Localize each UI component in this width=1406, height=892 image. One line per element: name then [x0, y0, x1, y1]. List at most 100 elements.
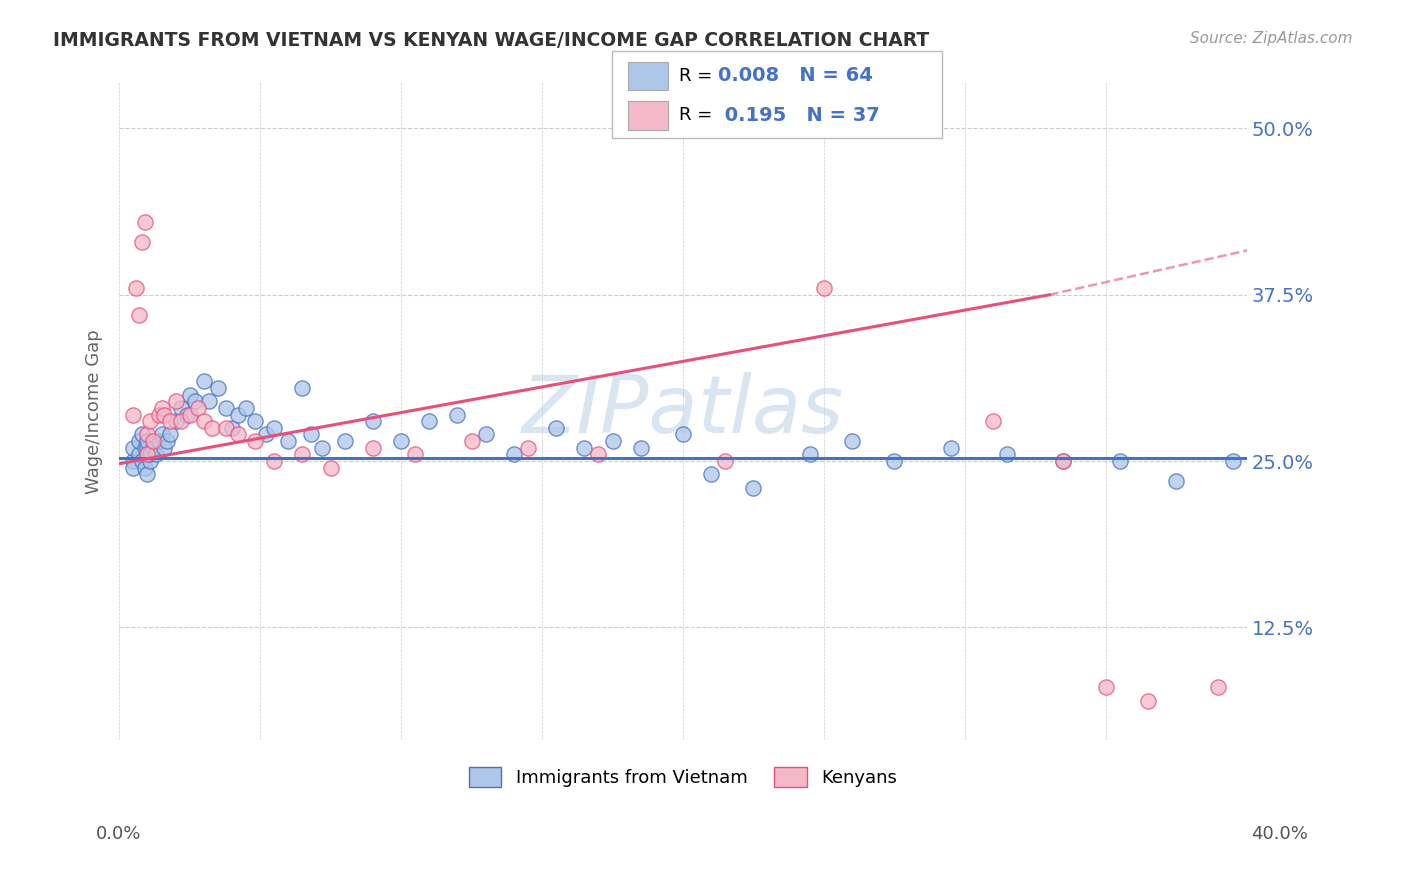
Point — [139, 414, 162, 428]
Point — [1052, 454, 1074, 468]
Point — [179, 387, 201, 401]
Point — [460, 434, 482, 449]
Point — [981, 414, 1004, 428]
Point — [150, 427, 173, 442]
Point — [153, 441, 176, 455]
Point — [700, 467, 723, 482]
Text: 0.008   N = 64: 0.008 N = 64 — [718, 66, 873, 86]
Point — [207, 381, 229, 395]
Point — [263, 454, 285, 468]
Point — [142, 434, 165, 449]
Point — [150, 401, 173, 415]
Point — [159, 427, 181, 442]
Point — [122, 408, 145, 422]
Point — [156, 434, 179, 449]
Point — [221, 421, 243, 435]
Point — [148, 434, 170, 449]
Point — [131, 235, 153, 249]
Point — [630, 441, 652, 455]
Point — [574, 441, 596, 455]
Point — [1166, 474, 1188, 488]
Point — [226, 427, 249, 442]
Point — [170, 401, 193, 415]
Point — [1108, 454, 1130, 468]
Point — [122, 441, 145, 455]
Point — [235, 401, 257, 415]
Point — [179, 408, 201, 422]
Point — [502, 447, 524, 461]
Point — [134, 214, 156, 228]
Point — [139, 447, 162, 461]
Text: 0.195   N = 37: 0.195 N = 37 — [718, 106, 880, 125]
Point — [136, 447, 159, 461]
Point — [136, 427, 159, 442]
Point — [995, 447, 1018, 461]
Point — [602, 434, 624, 449]
Point — [139, 454, 162, 468]
Point — [813, 281, 835, 295]
Point — [361, 441, 384, 455]
Point — [145, 447, 167, 461]
Point — [404, 447, 426, 461]
Point — [159, 414, 181, 428]
Text: R =: R = — [679, 67, 718, 85]
Point — [939, 441, 962, 455]
Point — [170, 414, 193, 428]
Point — [215, 421, 238, 435]
Point — [131, 427, 153, 442]
Point — [1052, 454, 1074, 468]
Point — [153, 408, 176, 422]
Point — [165, 414, 187, 428]
Point — [672, 427, 695, 442]
Point — [1208, 680, 1230, 694]
Point — [187, 401, 209, 415]
Point — [136, 467, 159, 482]
Point — [142, 441, 165, 455]
Text: ZIPatlas: ZIPatlas — [522, 372, 844, 450]
Point — [184, 394, 207, 409]
Text: R =: R = — [679, 106, 718, 124]
Point — [361, 414, 384, 428]
Point — [136, 434, 159, 449]
Point — [263, 421, 285, 435]
Point — [1222, 454, 1244, 468]
Point — [128, 308, 150, 322]
Point — [418, 414, 440, 428]
Point — [277, 434, 299, 449]
Point — [546, 421, 568, 435]
Point — [193, 374, 215, 388]
Point — [299, 427, 322, 442]
Point — [333, 434, 356, 449]
Point — [134, 460, 156, 475]
Point — [128, 434, 150, 449]
Point — [254, 427, 277, 442]
Point — [799, 447, 821, 461]
Point — [136, 441, 159, 455]
Point — [226, 408, 249, 422]
Point — [136, 447, 159, 461]
Text: 40.0%: 40.0% — [1251, 825, 1308, 843]
Point — [319, 460, 342, 475]
Point — [148, 408, 170, 422]
Point — [742, 481, 765, 495]
Text: Source: ZipAtlas.com: Source: ZipAtlas.com — [1189, 31, 1353, 46]
Point — [588, 447, 610, 461]
Point — [517, 441, 540, 455]
Point — [291, 447, 314, 461]
Point — [128, 447, 150, 461]
Point — [165, 394, 187, 409]
Point — [243, 434, 266, 449]
Point — [176, 408, 198, 422]
Point — [215, 401, 238, 415]
Point — [1094, 680, 1116, 694]
Legend: Immigrants from Vietnam, Kenyans: Immigrants from Vietnam, Kenyans — [461, 760, 904, 794]
Point — [122, 454, 145, 468]
Y-axis label: Wage/Income Gap: Wage/Income Gap — [86, 329, 103, 493]
Point — [122, 460, 145, 475]
Point — [841, 434, 863, 449]
Point — [883, 454, 905, 468]
Point — [193, 414, 215, 428]
Text: IMMIGRANTS FROM VIETNAM VS KENYAN WAGE/INCOME GAP CORRELATION CHART: IMMIGRANTS FROM VIETNAM VS KENYAN WAGE/I… — [53, 31, 929, 50]
Point — [446, 408, 468, 422]
Point — [134, 441, 156, 455]
